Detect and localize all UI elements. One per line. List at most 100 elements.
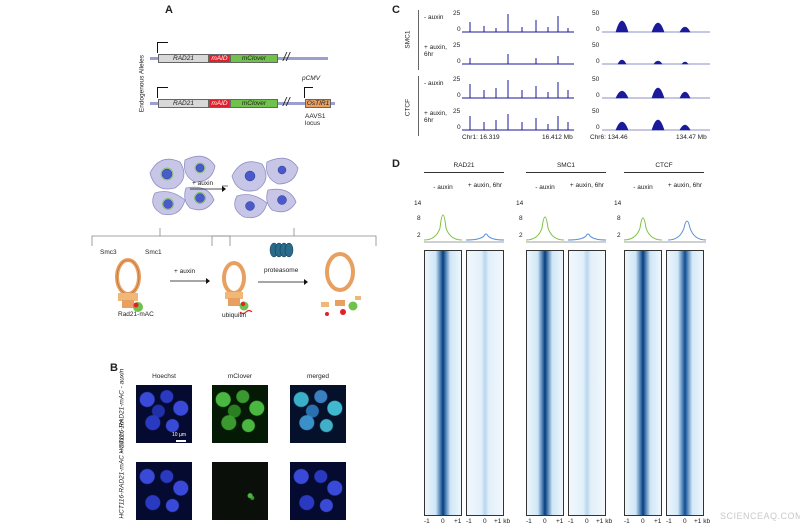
genome-tracks-left [462,14,574,131]
c-right-coord-start: Chr6: 134.46 [590,134,628,141]
c-right-coord-end: 134.47 Mb [676,134,707,141]
col-mclover: mClover [227,373,253,380]
micrograph-merged-minus [290,385,346,443]
d-ctcf-xtick-a: -1 [624,518,630,525]
d-group-rad21: RAD21 [453,162,475,169]
cells-illustration [149,155,299,219]
allele-1-maid: mAID [209,54,230,63]
heatmap-rad21-plus [466,250,504,516]
heatmap-smc1-minus [526,250,564,516]
micrograph-hoechst-plus [136,462,192,520]
d-profiles [424,214,706,243]
c-r-tick-bot-4: 0 [596,124,600,131]
panel-d-letter: D [392,158,400,170]
auxin-bottom-label: + auxin [174,268,196,275]
d-smc1-cond2: + auxin, 6hr [569,182,605,189]
allele-1-mclover: mClover [230,54,278,63]
micrograph-mclover-plus [212,462,268,520]
proteasome-arrow [258,279,308,285]
c-r-tick-bot-2: 0 [596,58,600,65]
d-rad21-cond2: + auxin, 6hr [467,182,503,189]
col-hoechst: Hoechst [152,373,176,380]
d-smc1-xtick-e: 0 [585,518,589,525]
d-ctcf-xtick-e: 0 [683,518,687,525]
group-smc1-label: SMC1 [404,30,412,49]
d-smc1-xtick-a: -1 [526,518,532,525]
heatmap-ctcf-plus [666,250,704,516]
d-rad21-xtick-d: -1 [466,518,472,525]
c-left-coord-start: Chr1: 16.319 [462,134,500,141]
rad21mac-label: Rad21-mAC [118,311,154,318]
micrograph-mclover-minus [212,385,268,443]
pcmv-label: pCMV [302,75,321,82]
c-r-tick-bot-3: 0 [596,92,600,99]
c-r-tick-top-4: 50 [592,108,600,115]
cohesin-ring-middle [222,261,253,315]
d-smc1-xtick-d: -1 [568,518,574,525]
c-row1-label: - auxin [424,14,444,21]
allele-2-mclover: mClover [230,99,278,108]
d-smc1-cond1: - auxin [535,184,555,191]
auxin-top-arrow [190,186,226,192]
d-group-ctcf-line [624,172,704,173]
allele-2-break: // [283,95,290,109]
row2-label: HCT116-RAD21-mAC + auxin, 1hr [118,419,126,519]
allele-1-rad21: RAD21 [158,54,209,63]
cohesin-ring-degraded [321,252,361,316]
watermark: SCIENCEAQ.COM [720,511,800,521]
allele-1-promoter [157,42,168,53]
scale-bar-label: 10 µm [172,432,186,438]
d-rad21-xtick-a: -1 [424,518,430,525]
d-ctcf-ytick-14: 14 [614,200,622,207]
c-l-tick-top-4: 25 [453,108,461,115]
auxin-top-label: + auxin [192,180,214,187]
aavs1-locus-label: AAVS1 locus [305,113,326,128]
micrograph-hoechst-minus [136,385,192,443]
d-rad21-xtick-b: 0 [441,518,445,525]
d-ctcf-ytick-2: 2 [617,232,621,239]
d-rad21-xtick-f: +1 kb [494,518,511,525]
c-r-tick-top-1: 50 [592,10,600,17]
group-ctcf-bracket [418,76,419,136]
d-smc1-ytick-2: 2 [519,232,523,239]
d-rad21-ytick-2: 2 [417,232,421,239]
heatmap-ctcf-minus [624,250,662,516]
endogenous-alleles-label: Endogenous Alleles [138,55,146,113]
micrograph-merged-plus [290,462,346,520]
d-group-ctcf: CTCF [655,162,673,169]
d-group-rad21-line [424,172,504,173]
c-r-tick-top-2: 50 [592,42,600,49]
ubiquitin-label: ubiquitin [222,312,247,319]
allele-2-maid: mAID [209,99,230,108]
d-ctcf-xtick-f: +1 kb [694,518,711,525]
c-l-tick-top-1: 25 [453,10,461,17]
c-l-tick-top-2: 25 [453,42,461,49]
panel-b-letter: B [110,362,118,374]
d-rad21-cond1: - auxin [433,184,453,191]
d-rad21-xtick-e: 0 [483,518,487,525]
proteasome-icon [269,242,294,258]
c-row2-label: + auxin, 6hr [424,44,447,59]
d-ctcf-cond1: - auxin [633,184,653,191]
cohesin-ring-left [115,258,143,312]
c-l-tick-bot-2: 0 [457,58,461,65]
d-rad21-xtick-c: +1 [454,518,462,525]
d-ctcf-ytick-8: 8 [617,215,621,222]
d-ctcf-xtick-d: -1 [666,518,672,525]
allele-1-break: // [283,50,290,64]
d-rad21-ytick-8: 8 [417,215,421,222]
d-smc1-ytick-14: 14 [516,200,524,207]
genome-tracks-right [602,20,710,131]
d-smc1-xtick-c: +1 [556,518,564,525]
d-group-smc1-line [526,172,606,173]
c-r-tick-top-3: 50 [592,76,600,83]
d-ctcf-cond2: + auxin, 6hr [667,182,703,189]
heatmap-smc1-plus [568,250,606,516]
brackets [91,228,377,246]
d-rad21-ytick-14: 14 [414,200,422,207]
c-r-tick-bot-1: 0 [596,26,600,33]
c-l-tick-bot-1: 0 [457,26,461,33]
smc1-label: Smc1 [145,249,162,256]
c-l-tick-top-3: 25 [453,76,461,83]
c-row4-label: + auxin, 6hr [424,110,447,125]
